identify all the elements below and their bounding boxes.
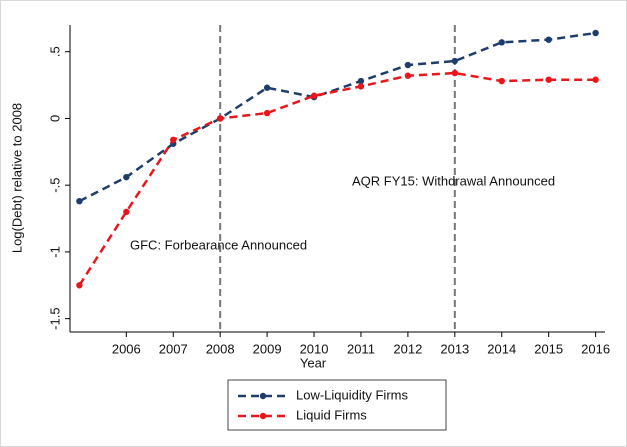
series-line [78,71,596,286]
legend-box [227,379,447,431]
x-tick-label: 2008 [206,341,235,356]
x-tick-label: 2011 [347,341,375,356]
point [216,115,224,122]
y-tick-label: -1.5 [47,307,62,329]
point [404,72,412,79]
x-axis-label: Year [300,355,327,370]
legend-label: Liquid Firms [296,407,367,422]
point [76,282,83,289]
x-tick-label: 2010 [300,341,329,356]
point [357,77,365,85]
point [263,109,271,117]
point [310,92,318,99]
x-tick-label: 2014 [487,341,516,356]
point [545,76,552,83]
x-tick-label: 2015 [534,341,563,356]
point [170,136,177,143]
point [451,57,459,65]
annotation: GFC: Forbearance Announced [130,237,307,252]
point [123,208,130,216]
point [357,83,365,90]
x-tick-label: 2013 [440,341,469,356]
point [592,76,599,83]
x-tick-label: 2016 [581,341,610,356]
x-tick-label: 2012 [393,341,422,356]
point [545,36,552,43]
point [76,197,83,205]
point [123,173,130,181]
annotation: AQR FY15: Withdrawal Announced [352,173,555,188]
point [498,39,505,46]
x-tick-label: 2007 [159,341,188,356]
x-tick-label: 2009 [253,341,282,356]
point [263,84,271,91]
point [451,69,459,77]
y-tick-label: 0 [47,115,62,122]
y-tick-label: .5 [47,46,62,57]
y-tick-label: -1 [47,246,62,258]
legend-marker [259,392,267,400]
x-tick-label: 2006 [112,341,141,356]
y-tick-label: -.5 [47,178,62,193]
legend-marker [259,412,267,420]
legend-label: Low-Liquidity Firms [296,387,408,402]
series-line [78,31,596,203]
point [592,29,599,37]
point [404,61,412,69]
y-axis-label: Log(Debt) relative to 2008 [9,103,24,253]
point [498,77,505,85]
